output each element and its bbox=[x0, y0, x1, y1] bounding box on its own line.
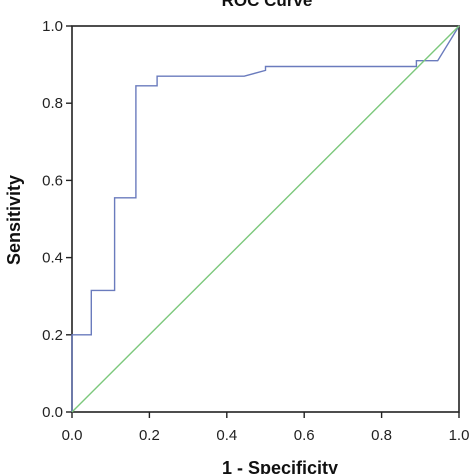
x-tick-label: 0.6 bbox=[294, 427, 315, 444]
y-tick-label: 1.0 bbox=[42, 18, 63, 35]
plot-area: 0.0 0.2 0.4 0.6 0.8 1.0 0.0 0.2 0.4 0.6 0.8 1.0 bbox=[42, 18, 469, 444]
x-tick-label: 0.2 bbox=[139, 427, 160, 444]
reference-diagonal-line bbox=[71, 25, 460, 413]
x-tick-label: 0.8 bbox=[371, 427, 392, 444]
y-tick-label: 0.0 bbox=[42, 404, 63, 421]
y-tick-label: 0.4 bbox=[42, 250, 63, 267]
plot-frame bbox=[71, 25, 460, 413]
roc-curve-line bbox=[71, 25, 460, 412]
x-tick-label: 0.0 bbox=[62, 427, 83, 444]
y-tick-label: 0.2 bbox=[42, 327, 63, 344]
y-tick-label: 0.8 bbox=[42, 95, 63, 112]
x-tick-label: 1.0 bbox=[449, 427, 470, 444]
chart-title: ROC Curve bbox=[222, 0, 313, 10]
y-tick-label: 0.6 bbox=[42, 172, 63, 189]
x-axis-title: 1 - Specificity bbox=[222, 458, 338, 474]
x-tick-label: 0.4 bbox=[216, 427, 237, 444]
y-axis-title: Sensitivity bbox=[4, 175, 24, 265]
